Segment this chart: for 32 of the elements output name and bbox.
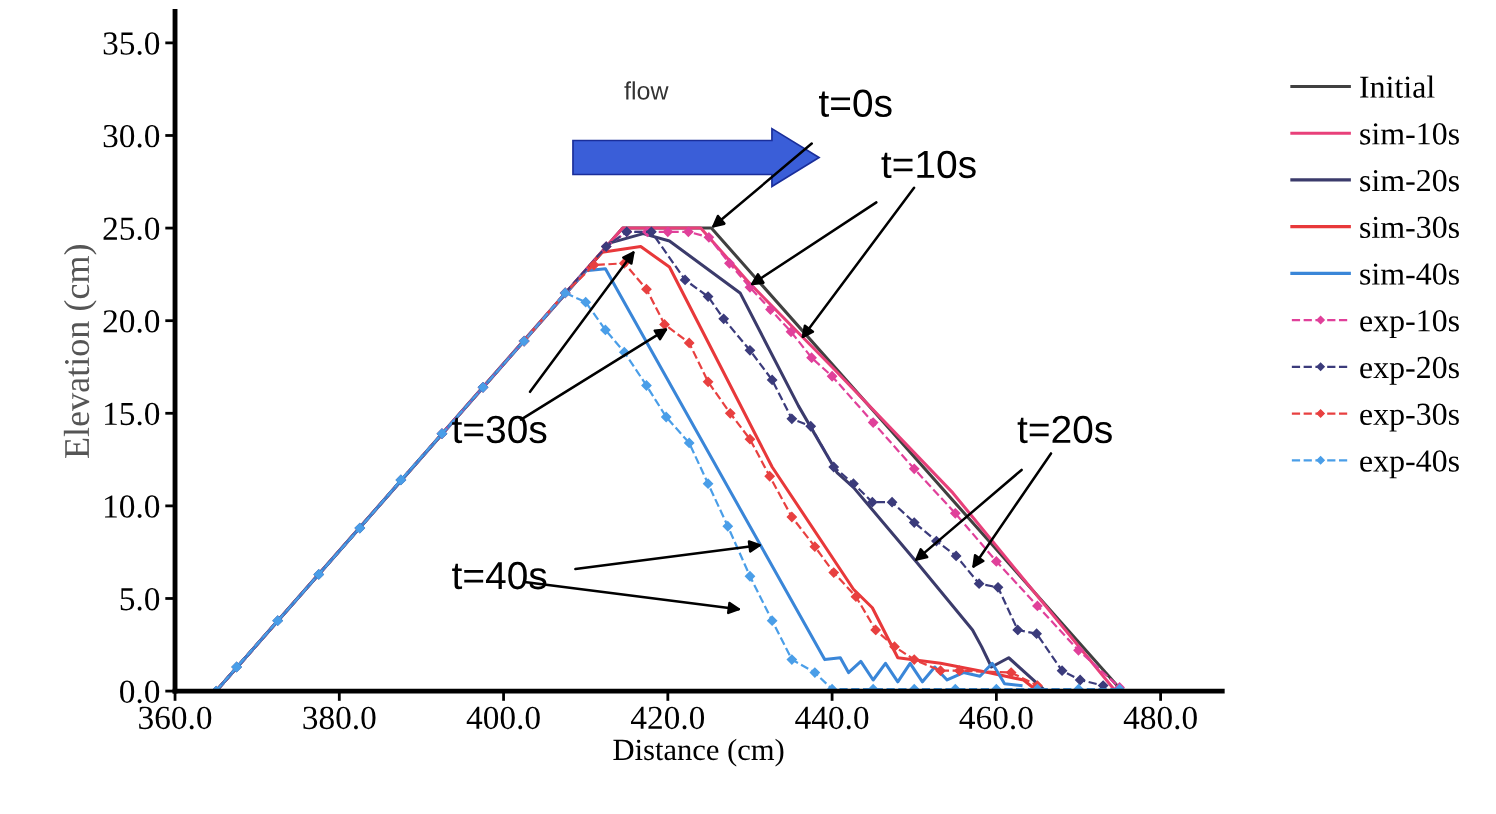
legend-label: sim-20s [1360,169,1459,192]
annotation: t=10s [881,150,976,179]
x-tick-label: 460.0 [959,706,1033,730]
y-tick-label: 5.0 [120,587,160,611]
legend-label: exp-20s [1360,356,1459,385]
y-tick-label: 30.0 [103,124,160,148]
x-tick-label: 360.0 [139,706,212,730]
x-tick-label: 480.0 [1123,706,1197,730]
legend-label: sim-10s [1360,123,1459,145]
y-tick-label: 20.0 [103,310,160,333]
y-tick-label: 0.0 [120,680,160,704]
annotation: t=0s [819,89,892,117]
legend-label: exp-40s [1360,450,1459,479]
y-tick-label: 25.0 [103,217,160,241]
legend-label: Initial [1360,75,1435,98]
y-tick-label: 10.0 [105,495,160,518]
legend-label: sim-40s [1360,263,1459,285]
x-tick-label: 420.0 [630,706,705,730]
annotation: t=40s [452,561,547,590]
legend-label: sim-30s [1360,216,1459,239]
legend-label: exp-30s [1360,403,1459,432]
y-axis-title: Elevation (cm) [63,245,97,458]
x-axis-title: Distance (cm) [613,738,784,767]
legend-label: exp-10s [1360,310,1459,339]
y-tick-label: 35.0 [103,32,160,55]
annotation: t=30s [452,415,547,444]
x-tick-label: 440.0 [795,706,869,730]
annotation: t=20s [1017,415,1112,444]
x-tick-label: 400.0 [466,706,540,730]
y-tick-label: 15.0 [105,402,160,426]
x-tick-label: 380.0 [303,706,376,730]
annotation: flow [624,81,669,100]
